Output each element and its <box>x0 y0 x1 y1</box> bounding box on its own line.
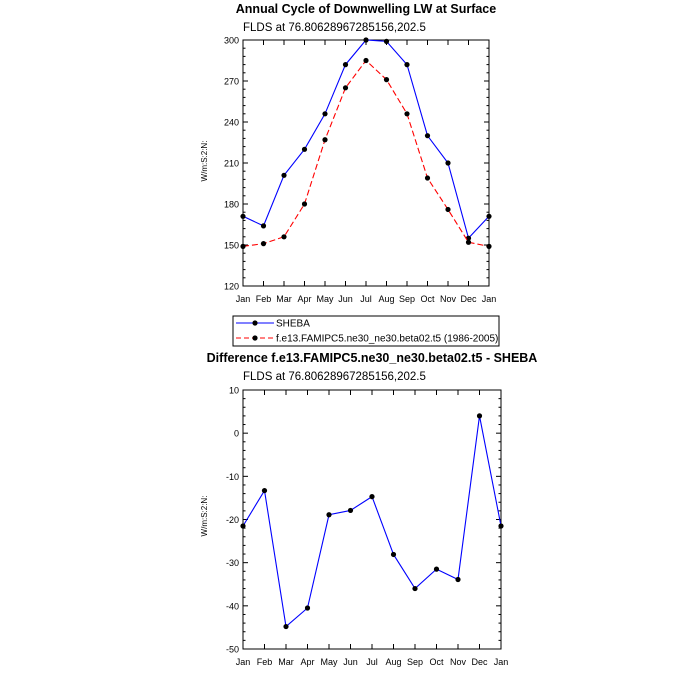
x-tick-label: Oct <box>420 294 435 304</box>
x-tick-label: Jul <box>360 294 372 304</box>
data-point <box>424 175 431 181</box>
data-point <box>260 241 267 247</box>
series-line-1 <box>242 39 490 240</box>
data-point <box>363 57 369 64</box>
data-point <box>445 160 451 166</box>
data-point <box>240 213 246 219</box>
x-tick-label: Nov <box>450 657 467 667</box>
x-tick-label: Jun <box>343 657 358 667</box>
data-point <box>455 576 461 583</box>
y-tick-label: 150 <box>224 241 239 251</box>
data-point <box>445 206 451 213</box>
data-point <box>412 585 418 592</box>
x-tick-label: Sep <box>399 294 415 304</box>
plot-frame <box>242 39 490 287</box>
y-tick-label: -30 <box>226 558 239 568</box>
plot-frame <box>242 389 502 650</box>
y-tick-label: 210 <box>224 159 239 169</box>
x-tick-label: May <box>320 657 338 667</box>
x-tick-label: Aug <box>378 294 394 304</box>
data-point <box>326 512 332 518</box>
data-point <box>261 487 268 494</box>
legend-box <box>232 315 500 347</box>
y-tick-label: -10 <box>226 472 239 482</box>
data-point <box>304 605 311 611</box>
x-tick-label: Jun <box>338 294 353 304</box>
legend-model-label: f.e13.FAMIPC5.ne30_ne30.beta02.t5 (1986-… <box>276 334 498 345</box>
legend: SHEBA f.e13.FAMIPC5.ne30_ne30.beta02.t5 … <box>232 315 500 347</box>
series-line-1 <box>242 415 502 628</box>
y-axis-label: W/m:S:2:N: <box>200 141 209 182</box>
data-point <box>363 37 369 43</box>
legend-sheba-marker <box>252 320 258 326</box>
annual-cycle-plot: 120 150 180 210 240 270 300 Jan Feb Mar Apr May Jun J… <box>200 36 496 305</box>
data-point <box>240 243 246 249</box>
data-point <box>322 111 328 117</box>
data-point <box>301 201 308 207</box>
x-tick-label: Jan <box>494 657 509 667</box>
x-tick-label: Mar <box>276 294 292 304</box>
data-point <box>486 213 492 219</box>
data-point <box>390 551 397 558</box>
data-point <box>404 62 410 68</box>
difference-chart-subtitle: FLDS at 76.80628967285156,202.5 <box>243 371 426 383</box>
y-tick-label: 10 <box>229 386 239 396</box>
data-point <box>498 523 504 529</box>
series-line-2 <box>242 59 490 247</box>
y-tick-label: 180 <box>224 200 239 210</box>
data-point <box>465 239 472 245</box>
legend-sheba-label: SHEBA <box>276 319 310 330</box>
difference-chart-title: Difference f.e13.FAMIPC5.ne30_ne30.beta0… <box>207 351 538 365</box>
x-tick-label: Jul <box>366 657 378 667</box>
data-point <box>281 234 287 240</box>
x-tick-label: Jan <box>236 657 251 667</box>
x-tick-label: Dec <box>460 294 477 304</box>
data-point <box>486 243 492 249</box>
difference-plot: -50 -40 -30 -20 -10 0 10 Jan Feb Mar Apr May Jun Jul A… <box>200 386 508 668</box>
x-tick-label: Oct <box>429 657 444 667</box>
x-tick-label: Jan <box>236 294 251 304</box>
chart-title: Annual Cycle of Downwelling LW at Surfac… <box>236 2 496 16</box>
y-tick-label: -40 <box>226 601 239 611</box>
y-tick-label: -20 <box>226 515 239 525</box>
x-tick-label: Feb <box>256 294 272 304</box>
x-tick-label: Dec <box>471 657 488 667</box>
x-tick-label: Mar <box>278 657 294 667</box>
y-tick-label: 300 <box>224 36 239 46</box>
y-tick-label: -50 <box>226 645 239 655</box>
data-point <box>240 523 246 529</box>
x-tick-label: Sep <box>407 657 423 667</box>
data-point <box>301 146 308 152</box>
data-point <box>433 566 440 572</box>
y-tick-label: 120 <box>224 282 239 292</box>
x-tick-label: Feb <box>257 657 273 667</box>
data-point <box>342 85 349 91</box>
data-point <box>283 623 289 630</box>
x-tick-label: Aug <box>385 657 401 667</box>
x-tick-label: Apr <box>297 294 311 304</box>
data-point <box>281 172 287 178</box>
x-tick-label: Nov <box>440 294 457 304</box>
data-point <box>383 38 390 44</box>
x-tick-label: May <box>316 294 334 304</box>
data-point <box>369 494 375 500</box>
y-axis-label: W/m:S:2:N: <box>200 496 209 537</box>
y-tick-label: 0 <box>234 429 239 439</box>
x-tick-label: Jan <box>482 294 497 304</box>
x-tick-label: Apr <box>300 657 314 667</box>
y-tick-label: 240 <box>224 118 239 128</box>
data-point <box>424 133 431 139</box>
data-point <box>404 111 410 117</box>
legend-model-marker <box>252 335 258 341</box>
y-tick-label: 270 <box>224 77 239 87</box>
data-point <box>383 77 390 83</box>
data-point <box>476 413 483 419</box>
chart-subtitle: FLDS at 76.80628967285156,202.5 <box>243 22 426 34</box>
data-point <box>347 507 354 514</box>
data-point <box>322 137 328 143</box>
data-point <box>342 62 349 68</box>
data-point <box>260 223 267 229</box>
